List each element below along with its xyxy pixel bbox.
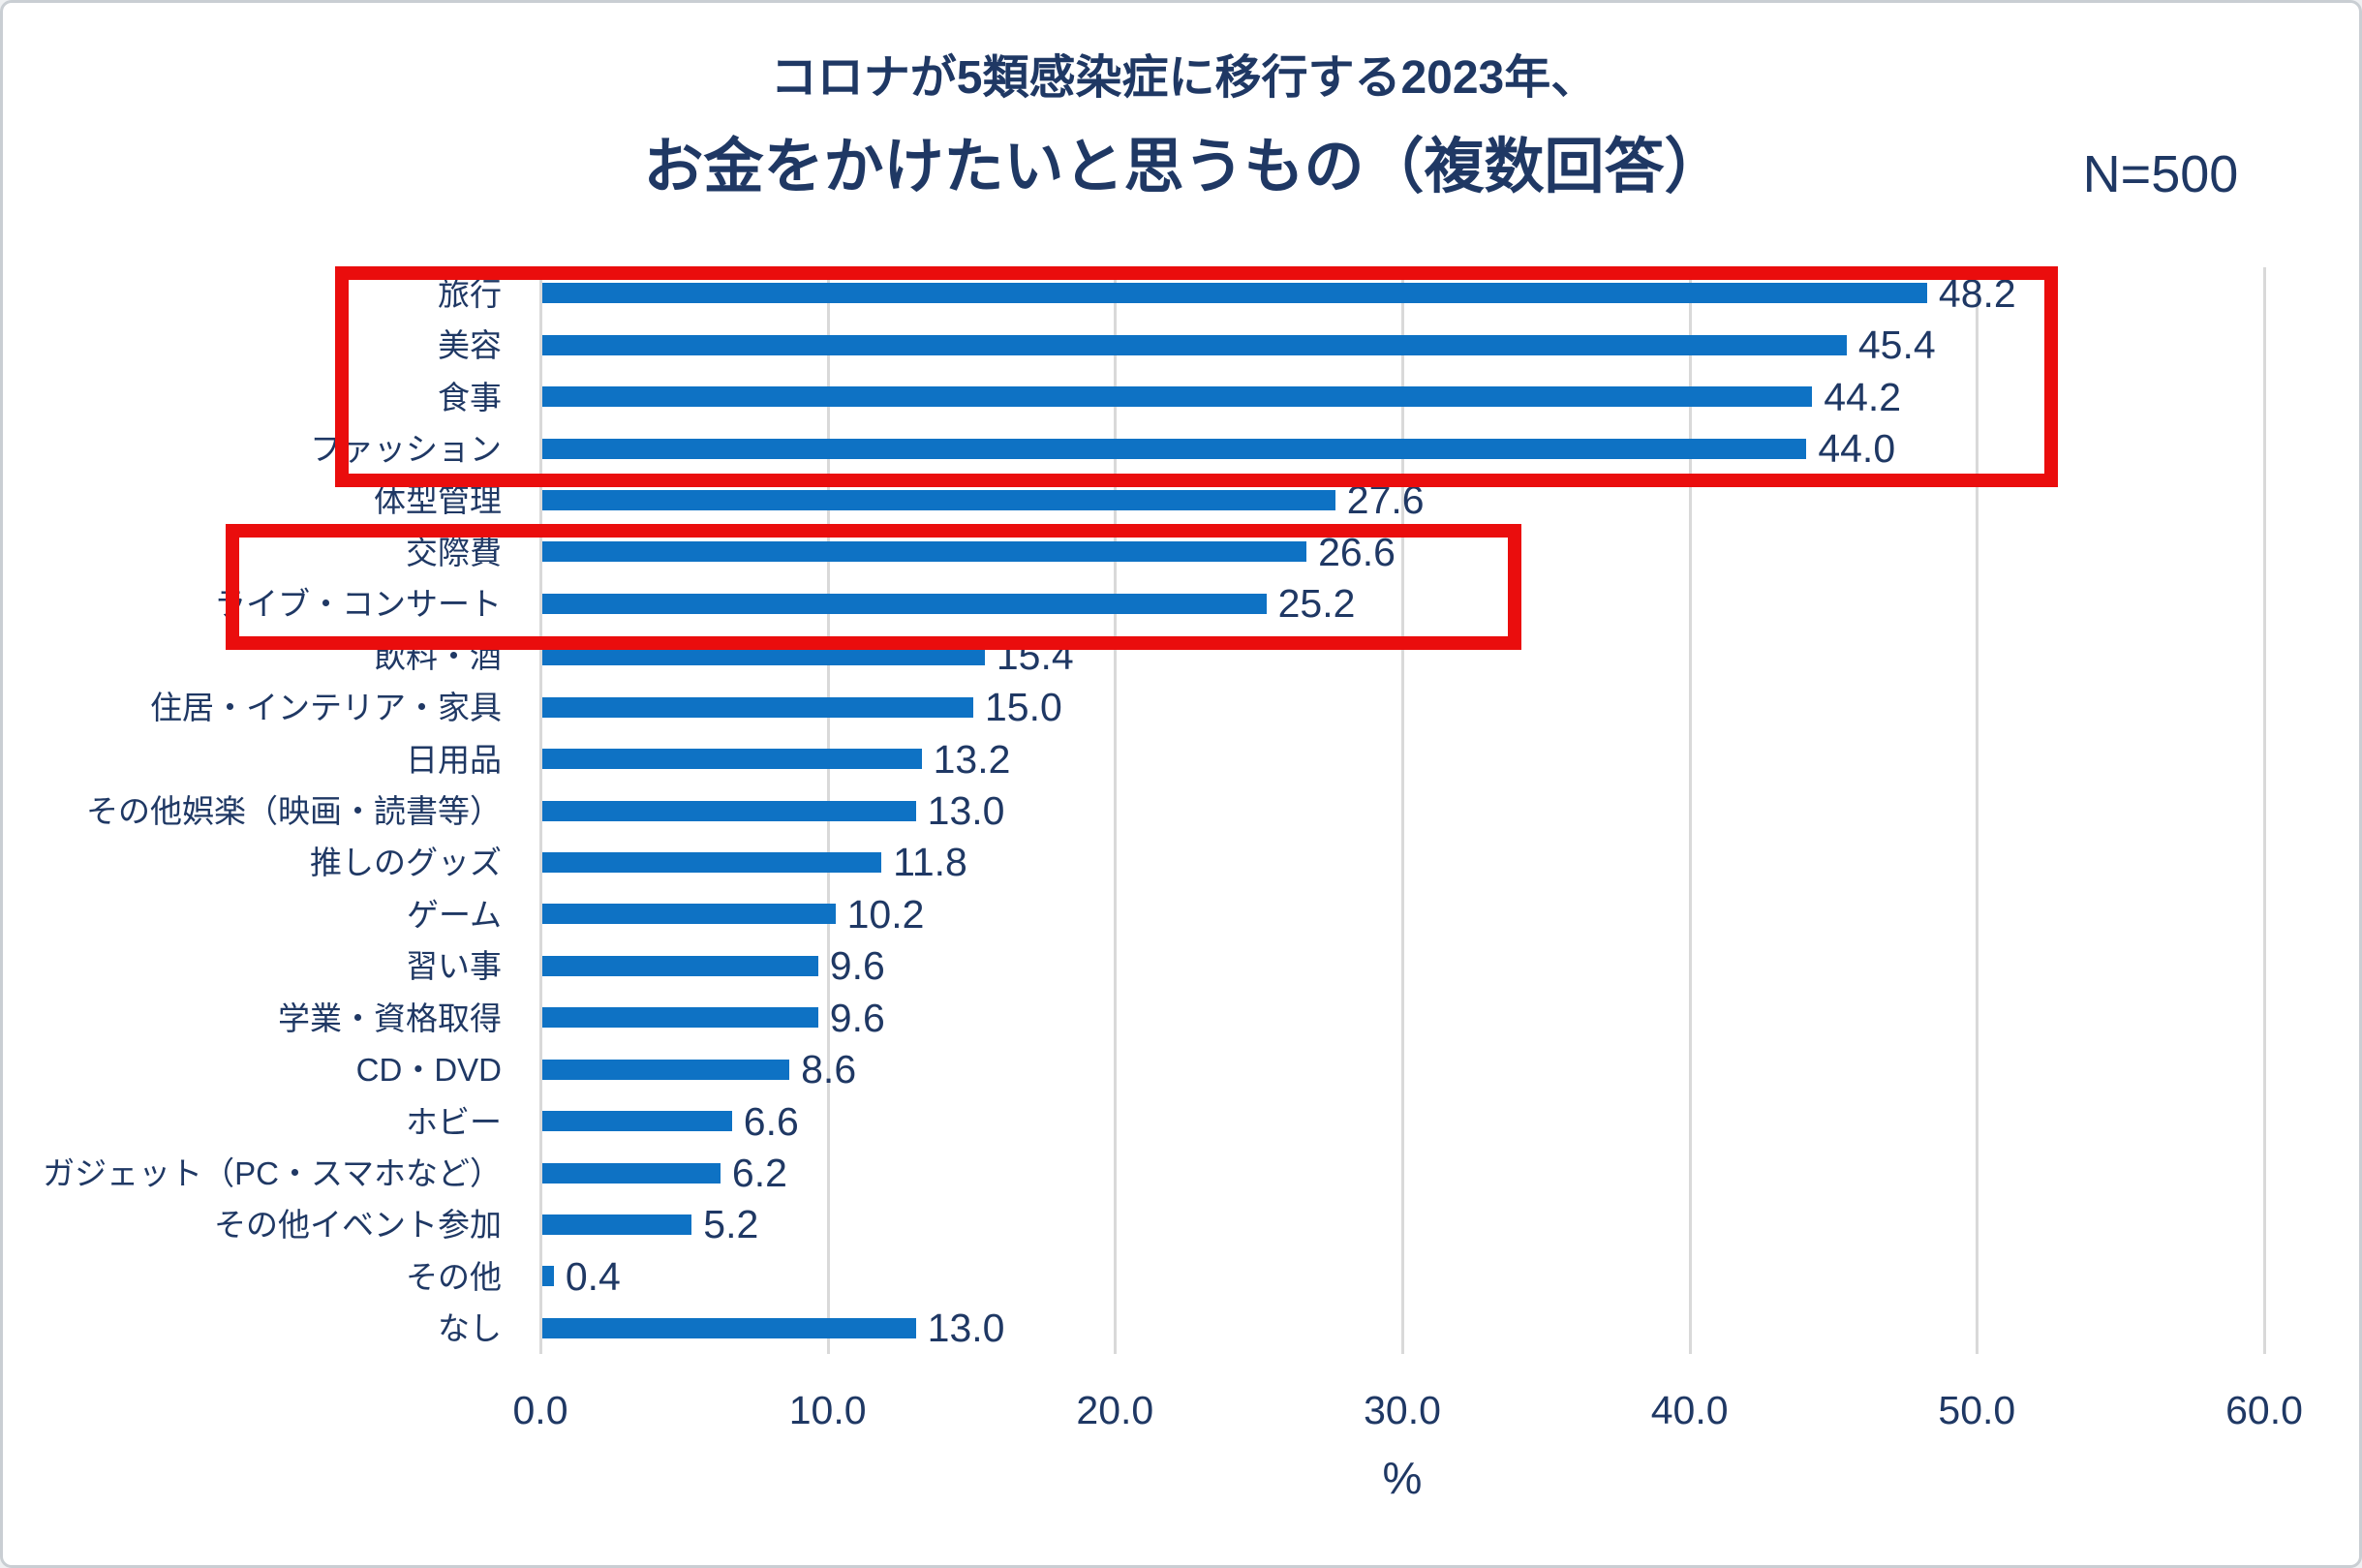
value-label: 25.2 [1277, 581, 1356, 627]
value-label: 44.0 [1818, 426, 1896, 471]
bar [542, 904, 836, 925]
value-label: 8.6 [801, 1047, 857, 1092]
gridline [1976, 267, 1979, 1354]
bar [542, 438, 1807, 459]
bar [542, 800, 916, 821]
bar [542, 386, 1813, 408]
gridline [1401, 267, 1404, 1354]
value-label: 44.2 [1824, 374, 1902, 419]
bar [542, 1317, 916, 1338]
value-label: 6.6 [743, 1098, 799, 1144]
gridline [1114, 267, 1118, 1354]
value-label: 9.6 [829, 943, 885, 989]
x-tick-label: 50.0 [1938, 1388, 2016, 1432]
plot-area: 旅行 48.2 美容 45.4 食事 44.2 ファッション 44.0 体型管理 27.6 交際費 2… [43, 267, 2303, 1430]
category-label: その他 [406, 1258, 502, 1295]
category-label: 体型管理 [374, 482, 502, 519]
value-label: 13.0 [927, 788, 1005, 833]
bar [542, 749, 922, 770]
value-label: 5.2 [703, 1202, 759, 1247]
category-label: 交際費 [406, 534, 502, 570]
sample-size-label: N=500 [2082, 145, 2239, 203]
category-label: 日用品 [406, 741, 502, 778]
value-label: 0.4 [565, 1253, 621, 1299]
category-label: 旅行 [438, 275, 502, 312]
value-label: 9.6 [829, 995, 885, 1040]
x-tick-label: 10.0 [788, 1388, 867, 1432]
bar [542, 1007, 818, 1029]
value-label: 45.4 [1857, 323, 1936, 368]
bar [542, 1266, 554, 1287]
bar [542, 1111, 732, 1132]
highlight-top-four-rectangle [335, 266, 2058, 487]
category-label: ガジェット（PC・スマホなど） [43, 1155, 502, 1191]
bar [542, 1162, 721, 1184]
gridline [1688, 267, 1692, 1354]
bar [542, 334, 1847, 355]
bar [542, 645, 985, 666]
x-tick-label: 30.0 [1364, 1388, 1441, 1432]
gridline [539, 267, 542, 1354]
x-tick-label: 60.0 [2225, 1388, 2303, 1432]
bar [542, 541, 1307, 563]
category-label: ライブ・コンサート [214, 586, 502, 623]
value-label: 15.0 [985, 685, 1062, 730]
x-tick-label: 40.0 [1650, 1388, 1729, 1432]
value-label: 48.2 [1938, 270, 2016, 316]
category-label: CD・DVD [355, 1052, 502, 1089]
chart-title-line1: コロナが5類感染症に移行する2023年、 [770, 52, 1598, 104]
bar [542, 955, 818, 976]
value-label: 26.6 [1318, 529, 1396, 574]
value-label: 10.2 [846, 891, 925, 937]
category-label: ホビー [406, 1103, 502, 1140]
category-label: その他イベント参加 [214, 1207, 502, 1244]
highlight-kousaihi-live-rectangle [226, 524, 1521, 650]
category-label: なし [438, 1310, 502, 1347]
value-label: 13.0 [927, 1306, 1005, 1351]
bar [542, 1214, 692, 1235]
x-axis-title: % [1382, 1453, 1423, 1503]
bar [542, 283, 1927, 304]
value-label: 13.2 [933, 736, 1011, 782]
bar [542, 851, 882, 873]
chart-title-line2: お金をかけたいと思うもの（複数回答） [643, 134, 1725, 200]
bar [542, 696, 973, 718]
value-label: 11.8 [893, 840, 967, 885]
bar [542, 593, 1267, 614]
x-tick-label: 0.0 [512, 1388, 568, 1432]
category-label: 学業・資格取得 [278, 999, 502, 1036]
category-label: 推しのグッズ [310, 845, 502, 881]
gridline [2263, 267, 2266, 1354]
bar [542, 489, 1335, 510]
category-label: 習い事 [406, 948, 502, 985]
bar [542, 1059, 790, 1080]
value-label: 6.2 [731, 1151, 787, 1195]
category-label: 食事 [438, 379, 502, 415]
category-label: 住居・インテリア・家具 [150, 690, 502, 726]
category-label: ゲーム [406, 896, 502, 933]
category-label: 美容 [438, 327, 502, 364]
x-tick-label: 20.0 [1076, 1388, 1154, 1432]
category-label: その他娯楽（映画・読書等） [86, 793, 502, 829]
